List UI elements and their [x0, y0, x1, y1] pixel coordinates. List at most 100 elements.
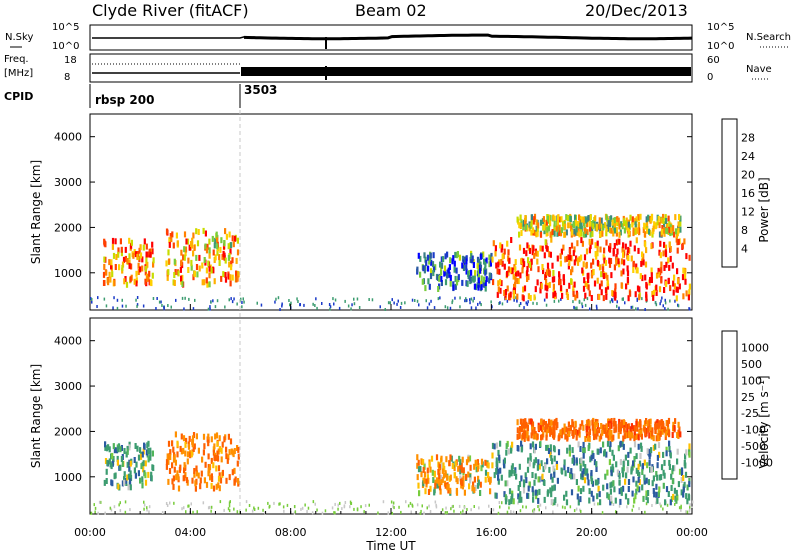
scatter-speckle	[260, 303, 263, 307]
data-cell	[438, 275, 441, 282]
scatter-speckle	[97, 296, 99, 300]
data-cell	[487, 476, 490, 483]
data-cell	[503, 457, 506, 464]
data-cell	[553, 290, 557, 297]
data-cell	[546, 444, 549, 451]
scatter-speckle	[664, 307, 666, 311]
data-cell	[563, 464, 566, 471]
data-cell	[133, 278, 136, 285]
data-cell	[135, 280, 138, 287]
data-cell	[229, 280, 232, 287]
data-cell	[236, 460, 239, 467]
data-cell	[647, 426, 650, 433]
data-cell	[627, 498, 630, 505]
data-cell	[537, 266, 540, 273]
scatter-speckle	[611, 298, 613, 302]
scatter-speckle	[419, 512, 422, 515]
scatter-speckle	[407, 504, 410, 508]
data-cell	[432, 266, 436, 273]
data-cell	[130, 263, 133, 270]
data-cell	[581, 420, 584, 427]
data-cell	[479, 481, 482, 488]
scatter-speckle	[341, 507, 343, 511]
data-cell	[664, 251, 668, 258]
freq-frame	[89, 53, 693, 83]
data-cell	[684, 471, 688, 478]
data-cell	[218, 485, 221, 492]
data-cell	[619, 421, 622, 428]
data-cell	[165, 463, 168, 470]
data-cell	[477, 272, 480, 279]
data-cell	[151, 464, 154, 471]
data-cell	[173, 466, 176, 473]
data-cell	[146, 261, 149, 268]
data-cell	[678, 468, 682, 475]
data-cell	[607, 428, 610, 435]
data-cell	[665, 450, 668, 457]
scatter-speckle	[444, 511, 447, 515]
data-cell	[590, 272, 594, 279]
data-cell	[617, 217, 620, 224]
data-cell	[659, 252, 662, 259]
scatter-speckle	[490, 300, 492, 304]
data-cell	[430, 455, 434, 462]
data-cell	[451, 463, 454, 469]
data-cell	[569, 472, 572, 478]
data-cell	[598, 223, 601, 230]
scatter-speckle	[293, 511, 296, 515]
scatter-speckle	[391, 298, 393, 302]
data-cell	[672, 493, 675, 500]
scatter-speckle	[118, 503, 120, 507]
scatter-speckle	[526, 302, 529, 306]
data-cell	[135, 270, 138, 277]
data-cell	[579, 446, 582, 452]
scatter-speckle	[224, 305, 226, 309]
data-cell	[555, 460, 558, 467]
scatter-speckle	[289, 303, 291, 307]
data-cell	[145, 251, 148, 258]
data-cell	[622, 419, 625, 426]
data-cell	[655, 284, 658, 291]
data-cell	[442, 256, 445, 263]
data-cell	[183, 231, 187, 238]
scatter-speckle	[416, 503, 419, 507]
data-cell	[230, 260, 233, 267]
data-cell	[688, 478, 691, 484]
data-cell	[602, 424, 605, 431]
data-cell	[141, 265, 144, 272]
data-cell	[645, 494, 648, 500]
data-cell	[558, 230, 561, 237]
data-cell	[111, 243, 114, 250]
data-cell	[233, 478, 236, 485]
data-cell	[425, 478, 428, 485]
data-cell	[208, 272, 211, 279]
data-cell	[431, 261, 435, 268]
data-cell	[660, 217, 663, 224]
data-cell	[134, 251, 137, 258]
data-cell	[606, 274, 609, 281]
data-cell	[551, 229, 554, 235]
data-cell	[549, 444, 552, 451]
scatter-speckle	[331, 506, 334, 510]
data-cell	[605, 431, 608, 438]
data-cell	[125, 281, 129, 288]
data-cell	[532, 433, 535, 440]
data-cell	[586, 229, 589, 236]
data-cell	[212, 449, 215, 456]
data-cell	[473, 275, 476, 282]
data-cell	[555, 464, 559, 470]
data-cell	[592, 223, 595, 230]
data-cell	[531, 227, 535, 234]
data-cell	[173, 258, 176, 265]
data-cell	[594, 427, 597, 434]
scatter-speckle	[301, 506, 304, 510]
data-cell	[570, 242, 574, 249]
data-cell	[438, 464, 442, 471]
scatter-speckle	[525, 505, 527, 509]
data-cell	[526, 431, 529, 438]
scatter-speckle	[333, 511, 335, 515]
scatter-speckle	[561, 505, 564, 509]
data-cell	[453, 266, 456, 273]
data-cell	[168, 468, 172, 474]
